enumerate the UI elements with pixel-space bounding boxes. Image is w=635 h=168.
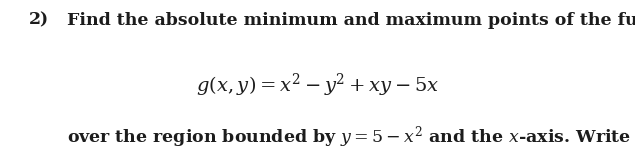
Text: $g(x,y) = x^2 - y^2 + xy - 5x$: $g(x,y) = x^2 - y^2 + xy - 5x$ [196, 72, 439, 99]
Text: over the region bounded by $y = 5 - x^2$ and the $x$-axis. Write your answers as: over the region bounded by $y = 5 - x^2$… [67, 124, 635, 150]
Text: 2): 2) [29, 12, 49, 29]
Text: Find the absolute minimum and maximum points of the function: Find the absolute minimum and maximum po… [67, 12, 635, 29]
